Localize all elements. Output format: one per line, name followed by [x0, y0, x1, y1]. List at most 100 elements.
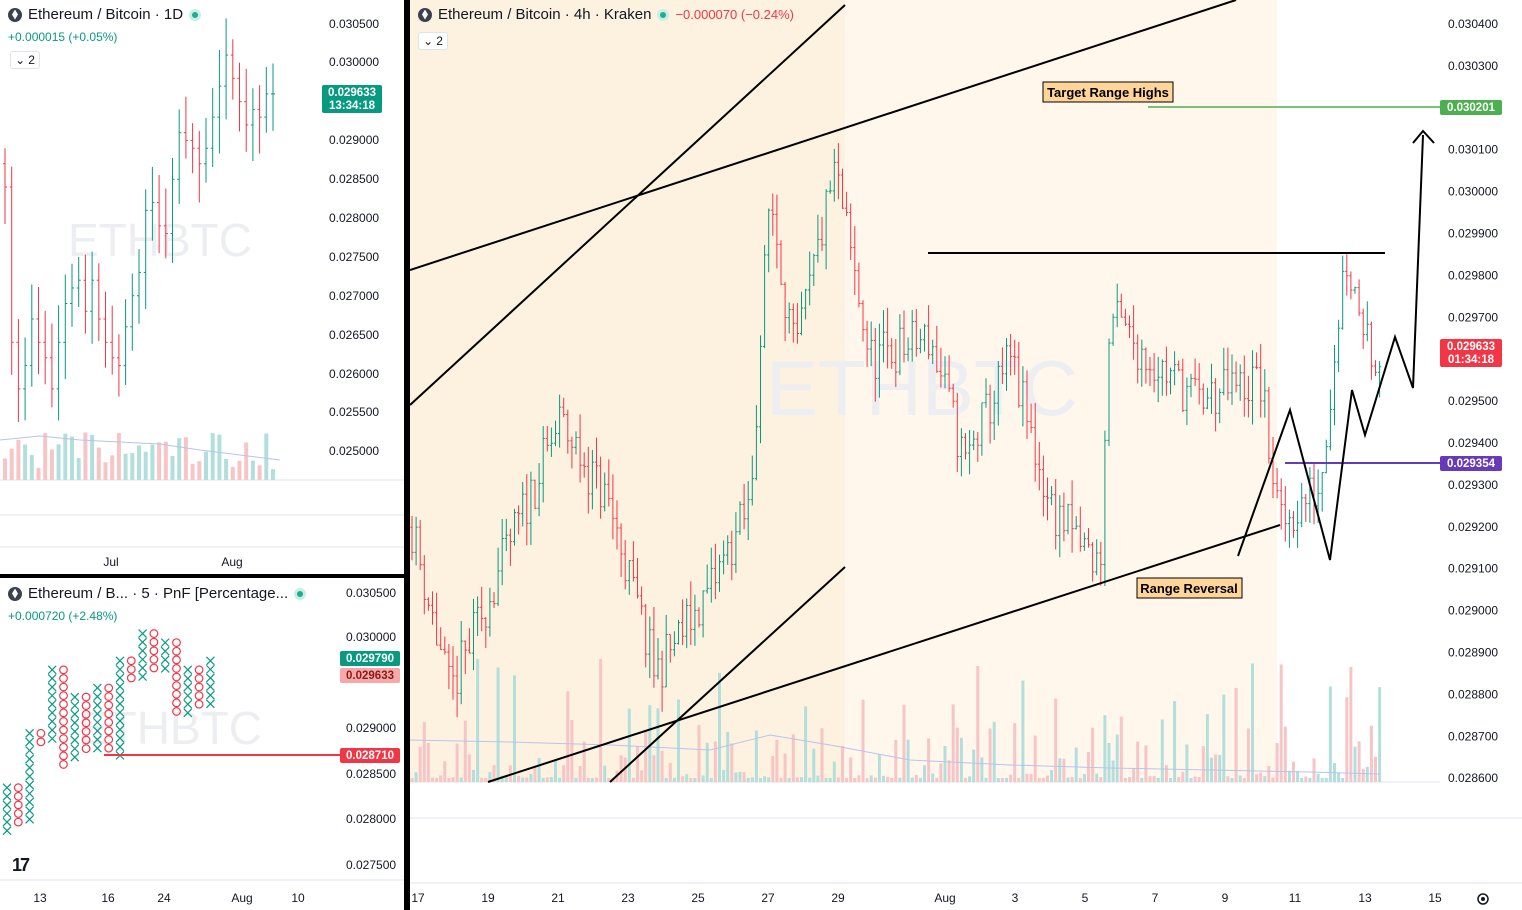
- pnf-x-box: [138, 663, 148, 673]
- x-tick-label: 17: [411, 891, 425, 905]
- volume-bar: [853, 778, 857, 782]
- steep-channel-lower-line: [609, 566, 846, 783]
- pnf-last-badge-text: 0.029633: [346, 670, 394, 682]
- daily-volume-bar: [16, 439, 21, 480]
- four-hour-chart-canvas[interactable]: 0.0304000.0303000.0302000.0301000.030000…: [410, 0, 1522, 910]
- y-tick-label: 0.029900: [1448, 227, 1498, 241]
- volume-bar: [713, 741, 717, 782]
- pnf-x-box: [2, 809, 12, 818]
- pnf-x-box: [25, 754, 35, 764]
- market-open-dot-icon: [189, 8, 202, 21]
- pnf-x-box: [2, 800, 12, 810]
- x-tick-label: 3: [1012, 891, 1019, 905]
- volume-bar: [1128, 777, 1131, 782]
- volume-bar: [701, 775, 705, 782]
- pnf-x-box: [2, 817, 12, 827]
- volume-bar: [599, 658, 603, 782]
- volume-bar: [648, 705, 652, 782]
- daily-indicator-toggle[interactable]: ⌄ 2: [10, 51, 40, 69]
- pnf-x-box: [47, 691, 57, 701]
- pnf-x-box: [115, 716, 125, 726]
- volume-bar: [660, 750, 664, 782]
- daily-chart-pane[interactable]: 0.030500 0.030000 0.029000 0.028500 0.028000…: [0, 0, 404, 574]
- volume-bar: [566, 691, 570, 782]
- pnf-x-box: [25, 737, 35, 747]
- pnf-o-box: [59, 708, 68, 718]
- pnf-o-box: [13, 800, 23, 810]
- daily-symbol-title[interactable]: Ethereum / Bitcoin · 1D: [28, 6, 184, 23]
- pnf-o-box: [59, 691, 68, 701]
- pnf-x-box: [47, 734, 57, 744]
- pnf-o-box: [126, 664, 136, 674]
- watermark: ETHBTC: [68, 214, 252, 266]
- volume-bar: [951, 704, 955, 782]
- volume-bar: [697, 724, 701, 782]
- pnf-chart-canvas[interactable]: 0.030500 0.030000 0.029000 0.028500 0.028000…: [0, 578, 404, 910]
- y-tick-label: 0.030400: [1448, 17, 1498, 31]
- four-hour-symbol-title[interactable]: Ethereum / Bitcoin · 4h · Kraken: [438, 6, 652, 23]
- daily-volume-bar: [36, 467, 41, 480]
- volume-bar: [865, 777, 869, 782]
- volume-bar: [730, 743, 734, 782]
- pane-divider-horizontal[interactable]: [0, 574, 404, 578]
- volume-bar: [1070, 777, 1074, 782]
- volume-bar: [1046, 775, 1049, 782]
- volume-bar: [1267, 765, 1271, 782]
- daily-volume-bar: [163, 441, 168, 480]
- volume-bar: [869, 775, 873, 782]
- volume-bar: [779, 777, 783, 782]
- pnf-o-box: [172, 707, 181, 716]
- volume-bar: [1054, 698, 1058, 782]
- pnf-o-box: [13, 817, 23, 827]
- volume-bar: [664, 778, 668, 782]
- four-hour-chart-pane[interactable]: 0.0304000.0303000.0302000.0301000.030000…: [410, 0, 1522, 910]
- volume-bar: [431, 777, 434, 782]
- watermark: ETHBTC: [766, 344, 1078, 432]
- tradingview-logo-icon[interactable]: 17: [12, 855, 30, 875]
- volume-bar: [914, 774, 918, 782]
- pnf-o-box: [172, 664, 181, 673]
- volume-bar: [1349, 666, 1353, 782]
- pnf-x-box: [160, 655, 170, 665]
- volume-bar: [1140, 777, 1144, 782]
- volume-bar: [533, 766, 537, 782]
- pnf-x-box: [115, 664, 125, 674]
- ethereum-icon: [8, 586, 22, 601]
- daily-volume-bar: [43, 433, 48, 480]
- volume-bar: [562, 765, 566, 782]
- daily-volume-bar: [157, 442, 162, 480]
- volume-bar: [1066, 777, 1070, 782]
- pnf-o-box: [81, 709, 91, 719]
- pnf-chart-pane[interactable]: 0.030500 0.030000 0.029000 0.028500 0.028000…: [0, 578, 404, 910]
- pnf-symbol-title[interactable]: Ethereum / B... · 5 · PnF [Percentage...: [28, 585, 289, 602]
- volume-bar: [931, 773, 935, 782]
- volume-bar: [964, 777, 967, 782]
- pnf-o-box: [149, 654, 159, 664]
- y-tick-label: 0.027500: [346, 858, 396, 872]
- pane-divider-vertical[interactable]: [404, 0, 410, 910]
- pnf-o-box: [149, 646, 159, 656]
- volume-bar: [439, 775, 443, 782]
- daily-volume-bar: [170, 455, 175, 480]
- volume-bar: [1296, 771, 1300, 782]
- volume-bar: [939, 763, 943, 782]
- ethereum-icon: [418, 7, 432, 22]
- volume-bar: [959, 737, 963, 782]
- volume-bar: [467, 754, 471, 782]
- daily-chart-canvas[interactable]: 0.030500 0.030000 0.029000 0.028500 0.028000…: [0, 0, 404, 574]
- x-tick-label: Aug: [231, 891, 252, 905]
- volume-bar: [689, 777, 693, 782]
- daily-volume-bar: [143, 451, 148, 480]
- pnf-o-box: [149, 663, 159, 673]
- volume-bar: [1136, 741, 1140, 782]
- market-open-dot-icon: [657, 8, 670, 21]
- volume-bar: [1205, 714, 1209, 782]
- watermark: ETHBTC: [78, 702, 262, 754]
- daily-volume-bar: [63, 433, 68, 480]
- gear-icon: [1477, 893, 1489, 905]
- pnf-x-box: [92, 700, 102, 710]
- y-tick-label: 0.028000: [346, 812, 396, 826]
- four-hour-indicator-toggle[interactable]: ⌄ 2: [418, 32, 448, 50]
- volume-bar: [529, 773, 533, 782]
- pnf-o-box: [13, 791, 23, 801]
